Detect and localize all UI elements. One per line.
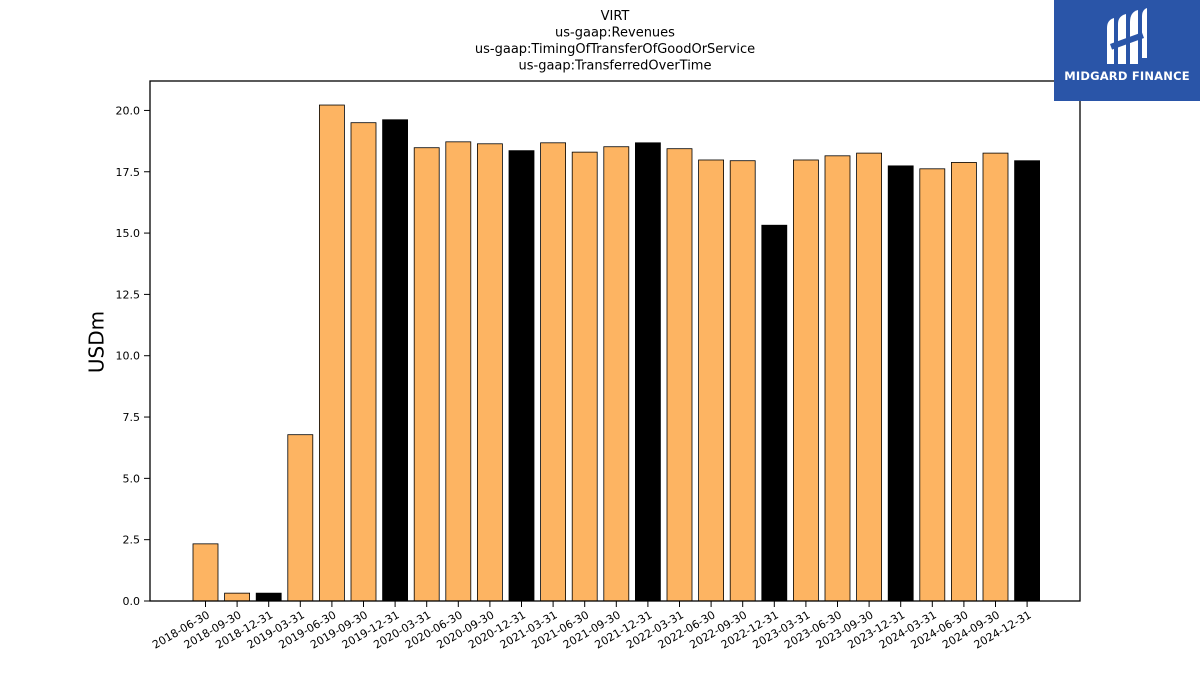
bar-2023-09-30: [856, 152, 882, 602]
midgard-logo-mark-icon: [1107, 8, 1147, 64]
y-tick-label: 0.0: [123, 595, 141, 608]
bar-2023-12-31: [887, 165, 914, 602]
bar-2019-12-31: [382, 119, 409, 602]
bar-2024-09-30: [982, 152, 1009, 602]
y-tick-label: 5.0: [123, 472, 141, 485]
y-axis-label: USDm: [85, 311, 109, 373]
title-line: us-gaap:Revenues: [555, 26, 675, 41]
y-tick-label: 20.0: [116, 104, 141, 117]
y-axis: 0.0 2.5 5.0 7.5 10.0 12.5 15.0 17.5 20.0: [116, 104, 150, 608]
bar-2022-06-30: [698, 159, 724, 602]
y-tick-label: 15.0: [116, 227, 141, 240]
bar-2023-03-31: [793, 159, 819, 602]
bar-2019-09-30: [350, 122, 377, 602]
title-line: us-gaap:TimingOfTransferOfGoodOrService: [475, 42, 755, 57]
bar-2023-06-30: [824, 155, 851, 602]
bar-2022-09-30: [729, 160, 756, 602]
bar-2020-12-31: [508, 150, 535, 602]
y-tick-label: 17.5: [116, 166, 141, 179]
bar-2021-12-31: [635, 142, 661, 602]
y-tick-label: 7.5: [123, 411, 141, 424]
logo-text: MIDGARD FINANCE: [1064, 69, 1190, 83]
y-tick-label: 12.5: [116, 288, 141, 301]
bars-group: [192, 104, 1040, 602]
x-axis: 2018-06-302018-09-302018-12-312019-03-31…: [150, 601, 1034, 652]
midgard-finance-logo: MIDGARD FINANCE: [1054, 0, 1200, 101]
bar-2019-03-31: [287, 434, 314, 602]
bar-2021-09-30: [603, 146, 630, 602]
bar-2018-09-30: [224, 592, 251, 602]
bar-2019-06-30: [318, 104, 345, 602]
bar-2018-12-31: [255, 592, 282, 602]
y-tick-label: 10.0: [116, 350, 141, 363]
bar-2018-06-30: [192, 543, 219, 602]
bar-2020-06-30: [445, 141, 472, 602]
bar-2021-03-31: [540, 142, 566, 602]
bar-2021-06-30: [571, 151, 598, 602]
title-line: us-gaap:TransferredOverTime: [519, 59, 712, 74]
bar-2022-03-31: [666, 148, 693, 602]
bar-2020-09-30: [476, 143, 503, 602]
bar-2022-12-31: [761, 224, 788, 602]
plot-frame: [149, 80, 1081, 602]
y-tick-label: 2.5: [123, 534, 141, 547]
chart-title: VIRT us-gaap:Revenuesus-gaap:TimingOfTran…: [475, 9, 755, 74]
bar-2024-03-31: [919, 168, 946, 602]
bar-2024-12-31: [1014, 160, 1040, 602]
bar-2024-06-30: [951, 162, 977, 602]
bar-2020-03-31: [413, 147, 440, 602]
title-line: VIRT: [601, 9, 630, 24]
